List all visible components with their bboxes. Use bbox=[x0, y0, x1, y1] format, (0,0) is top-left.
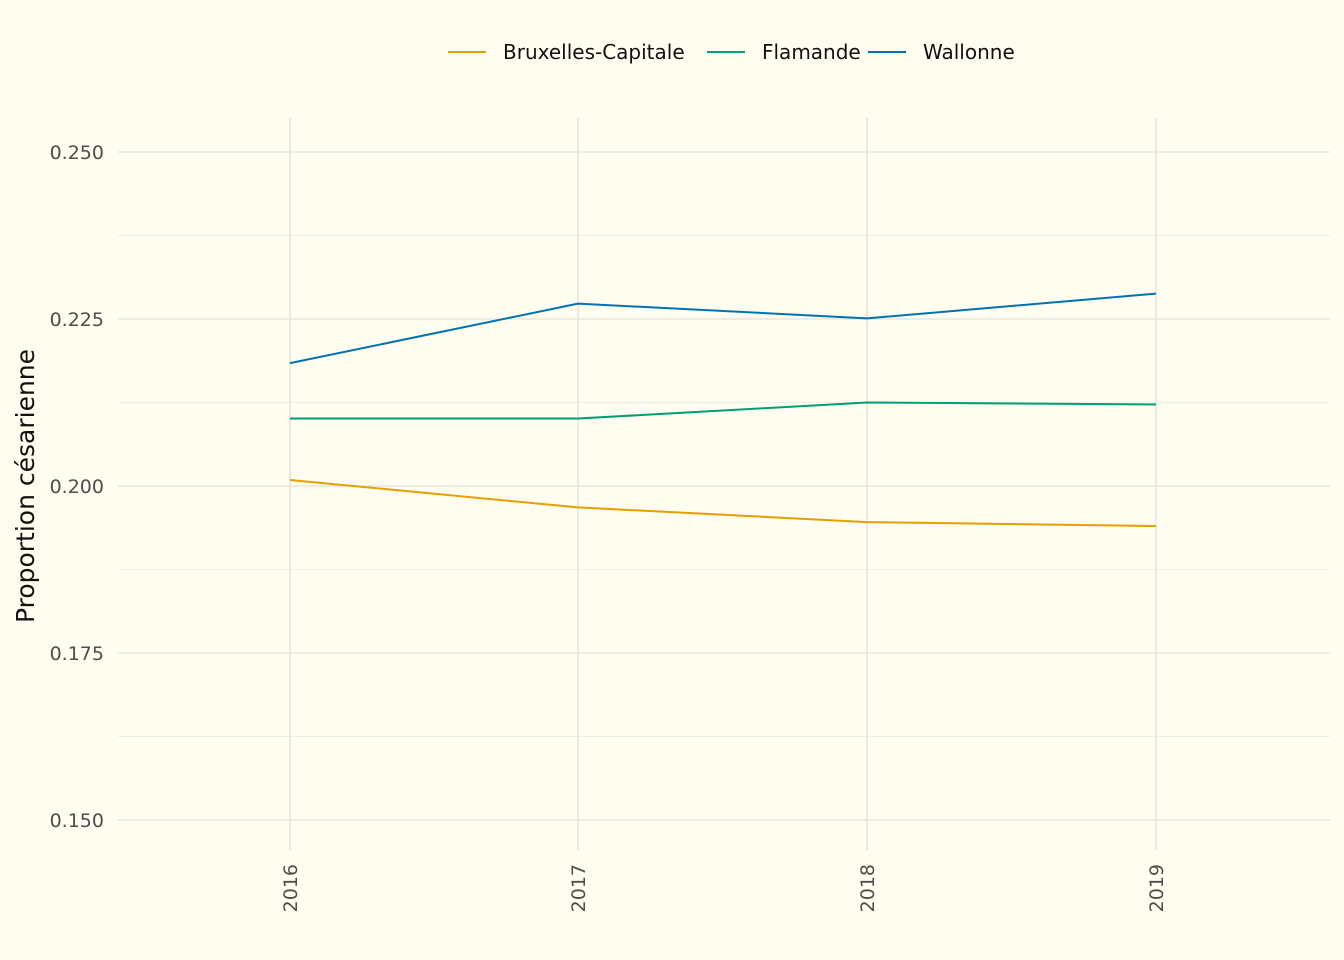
x-tick-label: 2018 bbox=[857, 864, 879, 912]
y-axis-tick-labels: 0.150 0.175 0.200 0.225 0.250 bbox=[50, 142, 104, 832]
x-tick-label: 2019 bbox=[1146, 864, 1168, 912]
x-tick-label: 2017 bbox=[568, 864, 590, 912]
x-tick-label: 2016 bbox=[280, 864, 302, 912]
y-tick-label: 0.200 bbox=[50, 476, 104, 498]
legend-label-bruxelles-capitale: Bruxelles-Capitale bbox=[503, 40, 685, 64]
series-lines bbox=[289, 292, 1157, 528]
minor-gridlines bbox=[118, 235, 1330, 737]
series-line-flamande bbox=[290, 401, 1157, 420]
y-axis-title: Proportion césarienne bbox=[11, 349, 40, 623]
x-axis-tick-labels: 2016 2017 2018 2019 bbox=[280, 864, 1168, 912]
legend-item-wallonne: Wallonne bbox=[868, 40, 1015, 64]
series-line-wallonne bbox=[289, 292, 1157, 365]
y-tick-label: 0.150 bbox=[50, 810, 104, 832]
legend: Bruxelles-Capitale Flamande Wallonne bbox=[448, 40, 1015, 64]
major-gridlines bbox=[118, 118, 1330, 850]
y-tick-label: 0.225 bbox=[50, 309, 104, 331]
y-tick-label: 0.175 bbox=[50, 643, 104, 665]
series-line-bruxelles-capitale bbox=[289, 478, 1157, 528]
y-tick-label: 0.250 bbox=[50, 142, 104, 164]
legend-label-flamande: Flamande bbox=[762, 40, 861, 64]
legend-label-wallonne: Wallonne bbox=[923, 40, 1015, 64]
legend-item-bruxelles-capitale: Bruxelles-Capitale bbox=[448, 40, 685, 64]
legend-item-flamande: Flamande bbox=[707, 40, 861, 64]
